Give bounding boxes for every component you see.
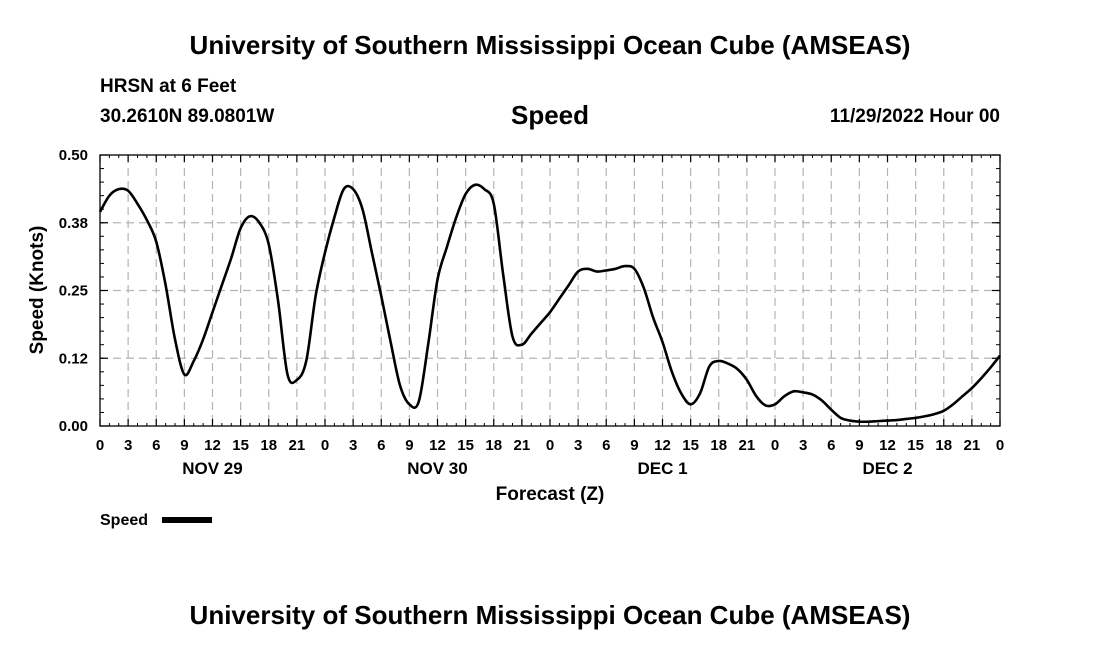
- plot-frame: [99, 154, 1001, 427]
- variable-title: Speed: [510, 100, 590, 130]
- x-tick-label: 0: [546, 437, 554, 454]
- x-tick-label: 12: [879, 437, 896, 454]
- x-tick-label: 21: [739, 437, 756, 454]
- x-tick-label: 9: [405, 437, 413, 454]
- y-tick-label: 0.50: [59, 147, 88, 164]
- x-tick-label: 18: [485, 437, 502, 454]
- x-tick-label: 15: [682, 437, 699, 454]
- x-tick-label: 21: [514, 437, 531, 454]
- forecast-run-time: 11/29/2022 Hour 00: [829, 106, 1000, 127]
- legend-line-swatch: [162, 517, 212, 523]
- x-tick-label: 12: [654, 437, 671, 454]
- axis-labels: 0 3 6 9 12 15 18 21 0 3 6 9 12 15 18 21 0 3 6 9 12 15 18 21 0 3 6 9…: [59, 147, 1004, 478]
- x-day-label: NOV 29: [182, 459, 242, 478]
- x-tick-label: 6: [152, 437, 160, 454]
- x-tick-label: 15: [907, 437, 924, 454]
- x-axis-title: Forecast (Z): [496, 484, 605, 505]
- x-tick-label: 3: [574, 437, 582, 454]
- x-tick-label: 6: [377, 437, 385, 454]
- chart-title-bottom: University of Southern Mississippi Ocean…: [189, 600, 911, 630]
- x-tick-label: 12: [429, 437, 446, 454]
- x-tick-label: 21: [289, 437, 306, 454]
- x-tick-label: 0: [96, 437, 104, 454]
- x-day-label: NOV 30: [407, 459, 467, 478]
- y-tick-label: 0.38: [59, 215, 88, 232]
- x-day-label: DEC 2: [862, 459, 912, 478]
- x-tick-label: 3: [799, 437, 807, 454]
- x-tick-label: 15: [232, 437, 249, 454]
- y-axis-title: Speed (Knots): [27, 226, 48, 355]
- x-tick-label: 6: [827, 437, 835, 454]
- x-day-label: DEC 1: [637, 459, 687, 478]
- x-tick-label: 0: [321, 437, 329, 454]
- x-tick-label: 9: [630, 437, 638, 454]
- x-tick-label: 9: [180, 437, 188, 454]
- speed-series-line: [98, 183, 1002, 424]
- y-tick-label: 0.25: [59, 283, 88, 300]
- station-coordinates: 30.2610N 89.0801W: [100, 106, 275, 127]
- x-tick-label: 9: [855, 437, 863, 454]
- x-tick-label: 21: [964, 437, 981, 454]
- x-tick-label: 0: [771, 437, 779, 454]
- x-tick-label: 15: [457, 437, 474, 454]
- x-tick-label: 18: [260, 437, 277, 454]
- x-tick-label: 3: [124, 437, 132, 454]
- x-tick-label: 3: [349, 437, 357, 454]
- legend-label: Speed: [100, 512, 148, 529]
- chart-title-top: University of Southern Mississippi Ocean…: [189, 30, 911, 60]
- x-tick-label: 0: [996, 437, 1004, 454]
- y-tick-label: 0.12: [59, 350, 88, 367]
- x-tick-label: 18: [935, 437, 952, 454]
- x-tick-label: 6: [602, 437, 610, 454]
- grid-lines: [100, 155, 1000, 426]
- station-label: HRSN at 6 Feet: [100, 76, 237, 97]
- x-tick-label: 12: [204, 437, 221, 454]
- y-tick-label: 0.00: [59, 418, 88, 435]
- x-tick-label: 18: [710, 437, 727, 454]
